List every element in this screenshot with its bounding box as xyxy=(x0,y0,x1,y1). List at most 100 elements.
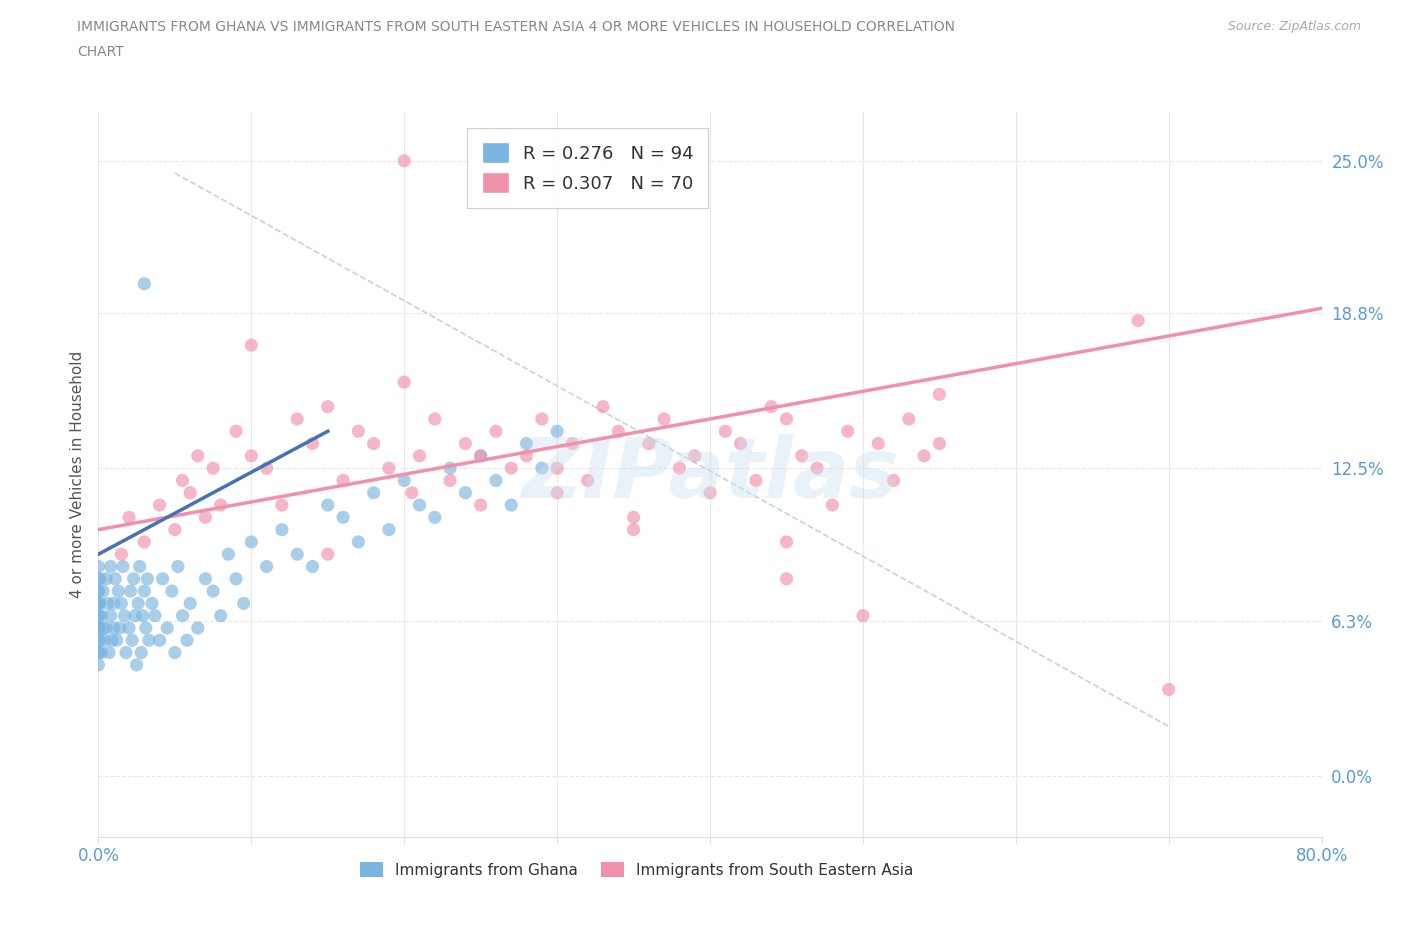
Point xyxy=(699,485,721,500)
Point xyxy=(127,596,149,611)
Point xyxy=(225,424,247,439)
Point xyxy=(546,485,568,500)
Point xyxy=(107,584,129,599)
Point xyxy=(240,535,263,550)
Point xyxy=(470,498,492,512)
Point xyxy=(347,535,370,550)
Point xyxy=(202,584,225,599)
Point xyxy=(530,412,553,427)
Point xyxy=(454,485,477,500)
Point xyxy=(470,448,492,463)
Point xyxy=(868,436,890,451)
Point xyxy=(761,399,783,414)
Point xyxy=(93,632,115,647)
Point xyxy=(124,608,146,623)
Point xyxy=(730,436,752,451)
Point xyxy=(714,424,737,439)
Point xyxy=(87,571,110,586)
Point xyxy=(87,658,110,672)
Point xyxy=(89,596,111,611)
Point xyxy=(97,596,120,611)
Point xyxy=(592,399,614,414)
Point xyxy=(118,620,141,635)
Point xyxy=(668,460,690,475)
Point xyxy=(652,412,675,427)
Point xyxy=(179,596,201,611)
Text: CHART: CHART xyxy=(77,45,124,59)
Point xyxy=(501,498,523,512)
Point xyxy=(256,559,278,574)
Point xyxy=(607,424,630,439)
Point xyxy=(152,571,174,586)
Point xyxy=(240,448,263,463)
Point xyxy=(316,399,339,414)
Point xyxy=(134,584,156,599)
Point xyxy=(94,571,117,586)
Point xyxy=(363,436,385,451)
Point xyxy=(134,276,156,291)
Point xyxy=(149,498,172,512)
Point xyxy=(897,412,920,427)
Point xyxy=(270,522,294,537)
Point xyxy=(141,596,163,611)
Point xyxy=(179,485,201,500)
Point xyxy=(408,448,430,463)
Point xyxy=(156,620,179,635)
Text: Source: ZipAtlas.com: Source: ZipAtlas.com xyxy=(1227,20,1361,33)
Point xyxy=(167,559,190,574)
Point xyxy=(121,632,143,647)
Point xyxy=(128,559,150,574)
Point xyxy=(928,387,950,402)
Point xyxy=(129,645,152,660)
Point xyxy=(89,632,111,647)
Point xyxy=(301,559,323,574)
Point xyxy=(516,448,538,463)
Point xyxy=(94,620,117,635)
Point xyxy=(423,412,446,427)
Point xyxy=(401,485,423,500)
Point xyxy=(132,608,155,623)
Point xyxy=(87,596,110,611)
Point xyxy=(347,424,370,439)
Point xyxy=(91,584,114,599)
Point xyxy=(187,448,209,463)
Point xyxy=(100,559,122,574)
Point xyxy=(232,596,254,611)
Point xyxy=(423,510,446,525)
Point xyxy=(90,608,112,623)
Point xyxy=(470,448,492,463)
Point xyxy=(163,645,186,660)
Point xyxy=(316,547,339,562)
Point xyxy=(637,436,661,451)
Point xyxy=(821,498,844,512)
Point xyxy=(285,547,308,562)
Point xyxy=(110,596,132,611)
Point xyxy=(561,436,583,451)
Point xyxy=(87,584,110,599)
Point xyxy=(87,632,110,647)
Point xyxy=(100,608,122,623)
Point xyxy=(392,473,416,488)
Point xyxy=(501,460,523,475)
Point xyxy=(172,608,194,623)
Point xyxy=(87,645,110,660)
Point xyxy=(745,473,768,488)
Point xyxy=(87,620,110,635)
Point xyxy=(149,632,172,647)
Point xyxy=(98,645,121,660)
Point xyxy=(89,571,111,586)
Point xyxy=(852,608,875,623)
Point xyxy=(240,338,263,352)
Point xyxy=(316,498,339,512)
Point xyxy=(217,547,239,562)
Y-axis label: 4 or more Vehicles in Household: 4 or more Vehicles in Household xyxy=(69,351,84,598)
Point xyxy=(790,448,813,463)
Point xyxy=(101,632,124,647)
Point xyxy=(546,424,568,439)
Point xyxy=(623,510,645,525)
Point xyxy=(108,620,131,635)
Point xyxy=(209,608,232,623)
Point xyxy=(912,448,935,463)
Point xyxy=(1128,313,1150,328)
Point xyxy=(378,460,401,475)
